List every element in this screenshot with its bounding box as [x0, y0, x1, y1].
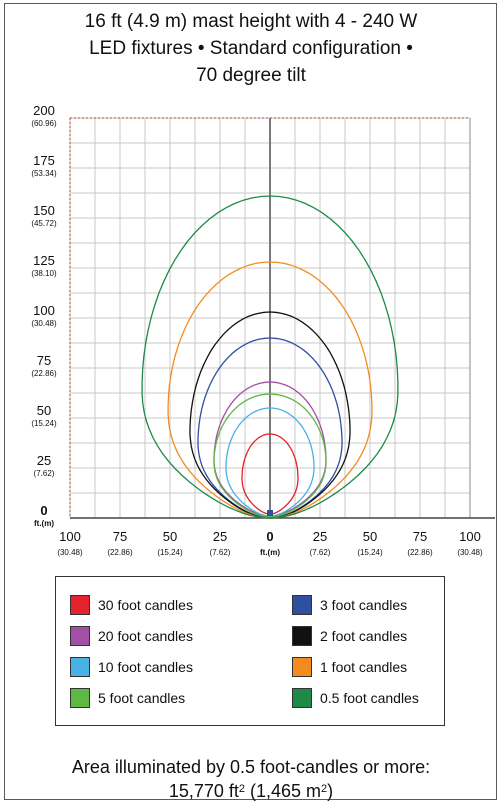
legend-label: 5 foot candles — [98, 690, 186, 706]
x-tick-label: 100 — [459, 529, 481, 544]
legend-item: 1 foot candles — [292, 657, 407, 677]
contour-2-foot-candles — [189, 311, 351, 519]
x-tick-sublabel: ft.(m) — [260, 548, 280, 557]
area-note-line-2: 15,770 ft2 (1,465 m2) — [8, 779, 494, 803]
y-tick-sublabel: (60.96) — [31, 119, 57, 128]
legend-label: 10 foot candles — [98, 659, 193, 675]
axes: 200(60.96) 175(53.34) 150(45.72) 125(38.10)… — [31, 103, 483, 557]
area-ft-unit: 2 — [238, 783, 245, 795]
x-tick-label: 100 — [59, 529, 81, 544]
area-m-close: ) — [327, 781, 334, 801]
y-tick-sublabel: ft.(m) — [34, 519, 54, 528]
x-tick-sublabel: (15.24) — [357, 548, 383, 557]
legend-label: 20 foot candles — [98, 628, 193, 644]
y-tick-sublabel: (15.24) — [31, 419, 57, 428]
x-tick-label: 75 — [113, 529, 127, 544]
legend-item: 0.5 foot candles — [292, 688, 419, 708]
x-tick-label: 0 — [266, 529, 273, 544]
y-tick-sublabel: (7.62) — [34, 469, 55, 478]
x-tick-sublabel: (7.62) — [210, 548, 231, 557]
legend-swatch — [70, 688, 90, 708]
x-tick-sublabel: (30.48) — [57, 548, 83, 557]
x-tick-sublabel: (22.86) — [407, 548, 433, 557]
contour-20-foot-candles — [213, 381, 327, 517]
area-note-line-1: Area illuminated by 0.5 foot-candles or … — [71, 757, 431, 777]
legend-item: 2 foot candles — [292, 626, 407, 646]
y-tick-label: 25 — [37, 453, 51, 468]
legend-item: 5 foot candles — [70, 688, 185, 708]
legend-label: 3 foot candles — [320, 597, 408, 613]
y-tick-sublabel: (53.34) — [31, 169, 57, 178]
legend-item: 10 foot candles — [70, 657, 193, 677]
y-tick-label: 75 — [37, 353, 51, 368]
contour-series — [141, 195, 399, 519]
legend-swatch — [70, 595, 90, 615]
legend-item: 30 foot candles — [70, 595, 193, 615]
x-tick-sublabel: (15.24) — [157, 548, 183, 557]
isofootcandle-chart: 200(60.96) 175(53.34) 150(45.72) 125(38.10)… — [31, 103, 495, 557]
figure-frame — [4, 3, 497, 800]
grid — [69, 117, 495, 519]
legend-label: 30 foot candles — [98, 597, 193, 613]
area-m-value: (1,465 m — [245, 781, 322, 801]
x-tick-label: 25 — [213, 529, 227, 544]
contour-0-5-foot-candles — [141, 195, 399, 519]
y-tick-label: 175 — [33, 153, 55, 168]
legend-swatch — [292, 595, 312, 615]
title-line-2: LED fixtures • Standard configuration • — [89, 38, 413, 59]
y-tick-sublabel: (22.86) — [31, 369, 57, 378]
x-tick-label: 50 — [363, 529, 377, 544]
legend-swatch — [292, 688, 312, 708]
y-tick-sublabel: (45.72) — [31, 219, 57, 228]
x-tick-label: 25 — [313, 529, 327, 544]
y-tick-sublabel: (38.10) — [31, 269, 57, 278]
legend-swatch — [70, 657, 90, 677]
contour-30-foot-candles — [241, 433, 299, 515]
legend-swatch — [292, 626, 312, 646]
y-tick-label: 50 — [37, 403, 51, 418]
legend-swatch — [292, 657, 312, 677]
area-m-unit: 2 — [321, 783, 328, 795]
legend: 30 foot candles 3 foot candles 20 foot can… — [55, 576, 445, 726]
area-ft-value: 15,770 ft — [168, 781, 239, 801]
x-tick-label: 50 — [163, 529, 177, 544]
x-tick-sublabel: (30.48) — [457, 548, 483, 557]
y-tick-label: 0 — [40, 503, 47, 518]
contour-10-foot-candles — [225, 407, 315, 517]
x-tick-sublabel: (22.86) — [107, 548, 133, 557]
mast-marker — [267, 510, 273, 516]
title-line-3: 70 degree tilt — [196, 65, 306, 86]
y-tick-label: 200 — [33, 103, 55, 118]
y-tick-label: 100 — [33, 303, 55, 318]
area-note: Area illuminated by 0.5 foot-candles or … — [8, 755, 494, 803]
legend-label: 1 foot candles — [320, 659, 408, 675]
y-tick-label: 150 — [33, 203, 55, 218]
chart-title: 16 ft (4.9 m) mast height with 4 - 240 W… — [8, 8, 494, 89]
contour-5-foot-candles — [213, 393, 327, 518]
x-tick-label: 75 — [413, 529, 427, 544]
legend-swatch — [70, 626, 90, 646]
legend-label: 2 foot candles — [320, 628, 408, 644]
title-line-1: 16 ft (4.9 m) mast height with 4 - 240 W — [84, 11, 418, 32]
legend-item: 20 foot candles — [70, 626, 193, 646]
y-tick-sublabel: (30.48) — [31, 319, 57, 328]
legend-label: 0.5 foot candles — [320, 690, 419, 706]
x-tick-sublabel: (7.62) — [310, 548, 331, 557]
contour-3-foot-candles — [197, 337, 343, 519]
legend-item: 3 foot candles — [292, 595, 407, 615]
y-tick-label: 125 — [33, 253, 55, 268]
contour-1-foot-candles — [167, 261, 373, 519]
